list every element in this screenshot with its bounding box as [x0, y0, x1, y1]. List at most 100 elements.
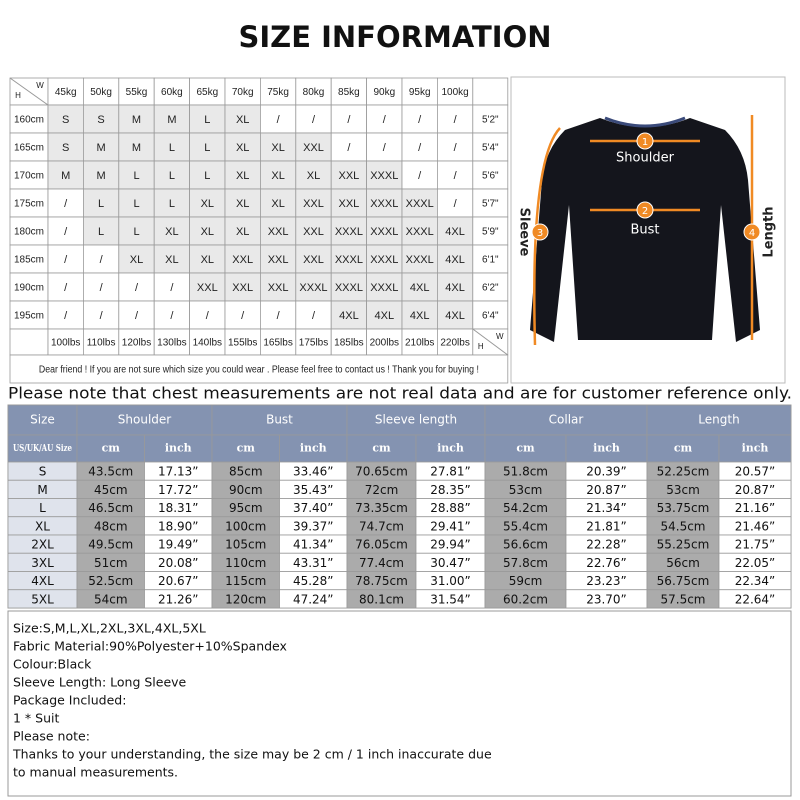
cell: [224, 188, 261, 218]
cell: [224, 77, 261, 106]
cell: [118, 300, 155, 330]
height-label: 180cm: [14, 227, 44, 238]
table-cell: 56.75cm: [657, 574, 710, 588]
size-cell: /: [347, 142, 351, 154]
cell: [83, 272, 120, 302]
detail-line: Colour:Black: [13, 657, 92, 672]
cell: [436, 160, 474, 190]
table-cell: 20.39”: [586, 465, 627, 479]
size-cell: M: [132, 142, 141, 154]
size-cell: M: [97, 142, 106, 154]
pound-label: 155lbs: [228, 338, 257, 349]
size-cell: /: [312, 310, 316, 322]
table-cell: 5XL: [31, 592, 54, 606]
table-cell: 73.35cm: [355, 501, 408, 515]
cell: [144, 434, 213, 463]
cell: [259, 216, 297, 246]
cell: [153, 216, 190, 246]
size-cell: XL: [271, 142, 284, 154]
pound-label: 165lbs: [263, 338, 292, 349]
pound-label: 130lbs: [157, 338, 186, 349]
table-subheader: cm: [674, 442, 693, 455]
cell: [401, 160, 438, 190]
diagram-label: Shoulder: [616, 151, 675, 166]
cell: [9, 188, 49, 218]
cell: [83, 132, 120, 162]
table-cell: 18.90”: [158, 519, 199, 533]
table-cell: 49.5cm: [88, 538, 133, 552]
table-cell: XL: [35, 519, 50, 533]
cell: [401, 244, 438, 274]
size-cell: 4XL: [445, 226, 465, 238]
size-cell: XL: [236, 198, 249, 210]
size-cell: L: [133, 170, 139, 182]
table-cell: 70.65cm: [355, 465, 408, 479]
cell: [224, 216, 261, 246]
cell: [9, 216, 49, 246]
height-label: 175cm: [14, 199, 44, 210]
marker-number: 3: [537, 228, 543, 239]
table-cell: 20.57”: [735, 465, 776, 479]
size-cell: XXL: [339, 198, 360, 210]
cell: [118, 188, 155, 218]
cell: [189, 77, 226, 106]
sleeve-line: [533, 127, 561, 346]
cell: [295, 77, 332, 106]
size-cell: /: [135, 310, 139, 322]
size-cell: /: [418, 114, 422, 126]
table-subheader: inch: [300, 442, 327, 455]
feet-label: 5'9": [482, 227, 499, 238]
cell: [83, 216, 120, 246]
size-cell: XXXL: [335, 226, 363, 238]
table-header: Bust: [266, 413, 293, 427]
cell: [47, 272, 84, 302]
size-cell: L: [169, 142, 175, 154]
cell: [330, 300, 368, 330]
table-cell: 47.24”: [293, 592, 334, 606]
size-cell: /: [64, 198, 68, 210]
size-cell: XXL: [232, 254, 253, 266]
corner-w: W: [36, 81, 44, 90]
cell: [295, 132, 332, 162]
marker-circle: [743, 223, 761, 241]
table-cell: 29.41”: [430, 519, 471, 533]
cell: [83, 188, 120, 218]
cell: [83, 244, 120, 274]
feet-label: 5'2": [482, 115, 499, 126]
feet-label: 5'4": [482, 143, 499, 154]
diagram-label: Length: [762, 206, 777, 257]
height-label: 195cm: [14, 311, 44, 322]
diagram-label: Sleeve: [517, 208, 532, 257]
weight-label: 75kg: [267, 87, 289, 98]
size-cell: XL: [271, 170, 284, 182]
table-cell: 28.35”: [430, 483, 471, 497]
detail-line: Fabric Material:90%Polyester+10%Spandex: [13, 639, 287, 654]
size-cell: /: [454, 142, 458, 154]
marker-number: 2: [642, 206, 648, 217]
cell: [330, 216, 368, 246]
weight-label: 100kg: [441, 87, 468, 98]
cell: [224, 300, 261, 330]
size-cell: 4XL: [410, 282, 430, 294]
cell: [47, 132, 84, 162]
cell: [436, 132, 474, 162]
table-cell: 21.81”: [586, 519, 627, 533]
corner-h: H: [478, 342, 484, 351]
weight-label: 95kg: [409, 87, 431, 98]
detail-line: to manual measurements.: [13, 765, 178, 780]
size-cell: /: [454, 114, 458, 126]
pound-label: 120lbs: [122, 338, 151, 349]
size-cell: XXXL: [370, 282, 398, 294]
size-cell: 4XL: [445, 254, 465, 266]
table-cell: 37.40”: [293, 501, 334, 515]
table-cell: 51cm: [94, 556, 128, 570]
cell: [259, 188, 297, 218]
size-cell: /: [418, 142, 422, 154]
size-cell: XXXL: [370, 170, 398, 182]
cell: [718, 434, 792, 463]
table-cell: 55.4cm: [503, 519, 548, 533]
cell: [189, 244, 226, 274]
size-cell: XXL: [303, 254, 324, 266]
cell: [118, 104, 155, 134]
